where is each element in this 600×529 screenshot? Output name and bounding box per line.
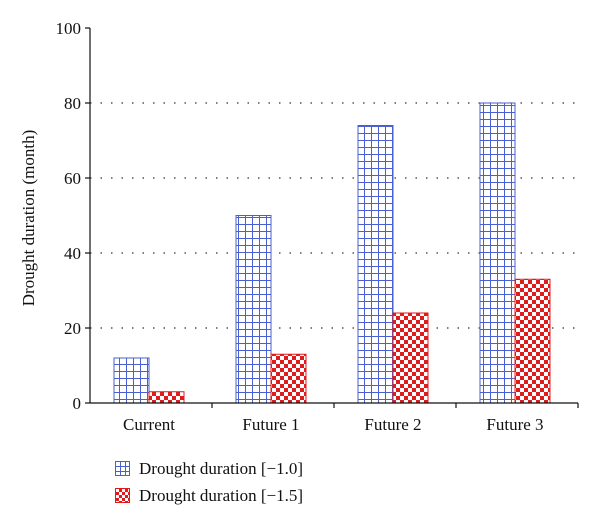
bar-series-1-current — [113, 357, 150, 404]
y-tick-label: 40 — [64, 244, 81, 263]
bar-series-1-future-2 — [357, 125, 394, 404]
bars — [113, 102, 551, 404]
x-tick-label: Future 2 — [364, 415, 421, 434]
x-tick-label: Current — [123, 415, 175, 434]
y-axis-title: Drought duration (month) — [19, 130, 38, 307]
legend-swatch-checker — [115, 488, 130, 503]
bar-series-2-current — [148, 391, 185, 404]
y-tick-label: 80 — [64, 94, 81, 113]
bar-series-2-future-2 — [392, 312, 429, 404]
bar-series-1-future-1 — [235, 215, 272, 404]
bar-series-1-future-3 — [479, 102, 516, 404]
x-tick-label: Future 1 — [242, 415, 299, 434]
legend-label-series-1: Drought duration [−1.0] — [139, 458, 303, 478]
legend-item-series-2: Drought duration [−1.5] — [115, 482, 303, 509]
x-tick-labels: Current Future 1 Future 2 Future 3 — [123, 403, 579, 434]
y-tick-label: 0 — [73, 394, 82, 413]
bar-series-2-future-3 — [514, 278, 551, 404]
legend-label-series-2: Drought duration [−1.5] — [139, 485, 303, 505]
legend-item-series-1: Drought duration [−1.0] — [115, 455, 303, 482]
legend: Drought duration [−1.0] Drought duration… — [115, 455, 303, 509]
y-tick-label: 20 — [64, 319, 81, 338]
legend-swatch-grid — [115, 461, 130, 476]
x-tick-label: Future 3 — [486, 415, 543, 434]
y-ticks: 0 20 40 60 80 100 — [56, 19, 90, 413]
y-tick-label: 60 — [64, 169, 81, 188]
y-tick-label: 100 — [56, 19, 82, 38]
bar-series-2-future-1 — [270, 353, 307, 404]
